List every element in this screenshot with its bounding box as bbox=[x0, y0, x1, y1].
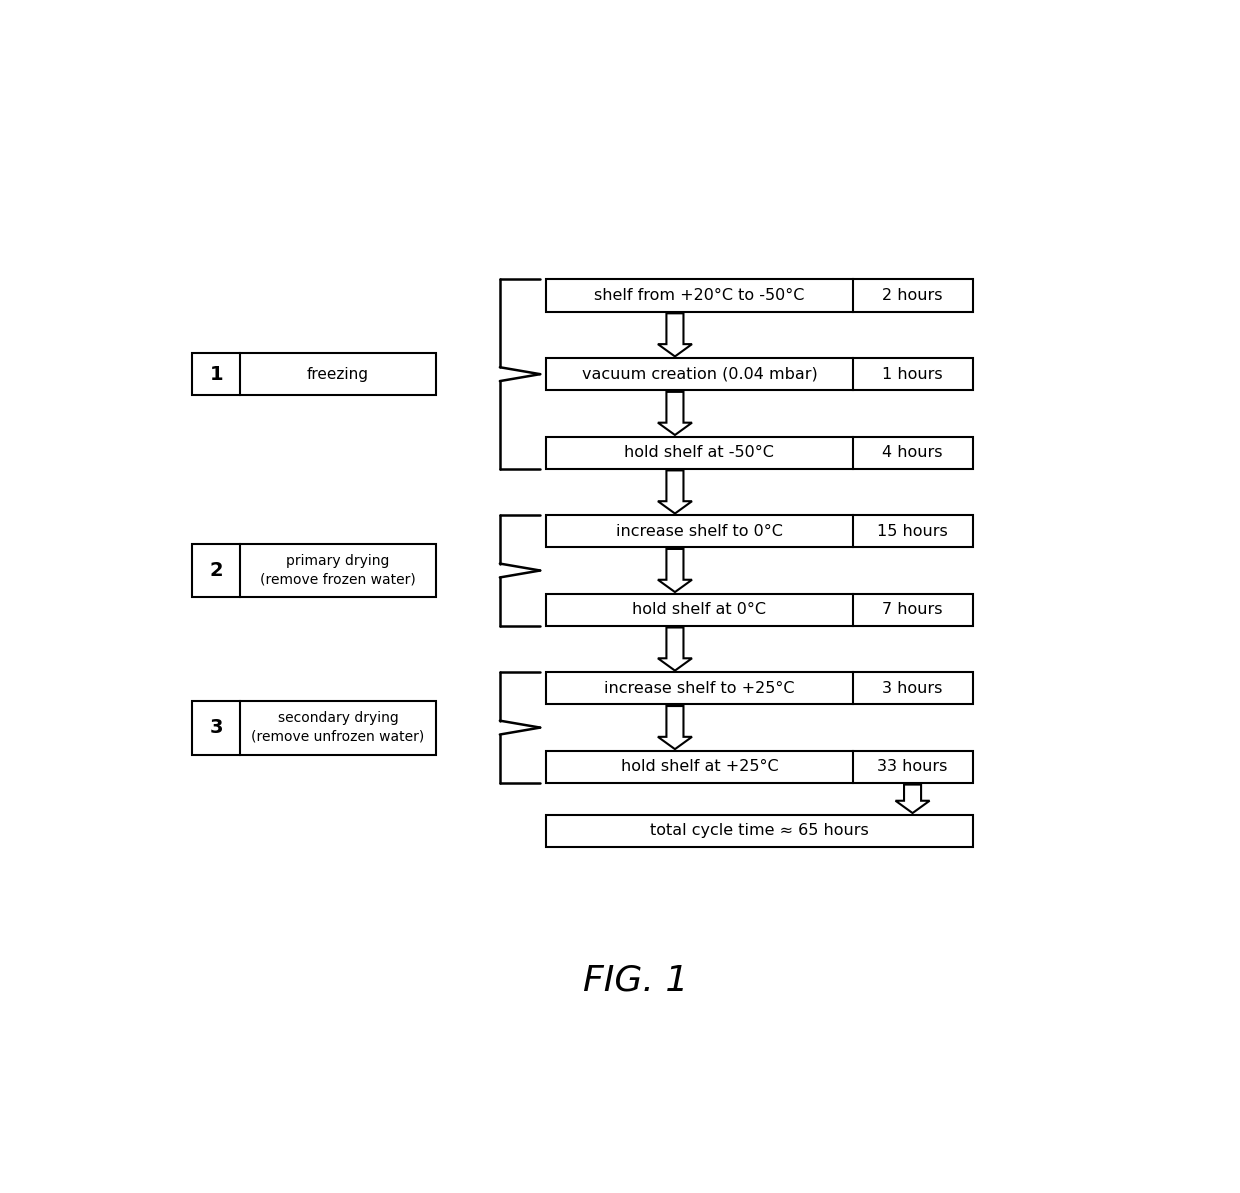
Text: 3 hours: 3 hours bbox=[883, 681, 942, 696]
Text: hold shelf at -50°C: hold shelf at -50°C bbox=[625, 445, 774, 460]
Text: FIG. 1: FIG. 1 bbox=[583, 964, 688, 997]
Text: total cycle time ≈ 65 hours: total cycle time ≈ 65 hours bbox=[650, 823, 869, 839]
FancyBboxPatch shape bbox=[192, 353, 435, 395]
Text: 3: 3 bbox=[210, 718, 223, 737]
FancyBboxPatch shape bbox=[547, 358, 972, 390]
FancyBboxPatch shape bbox=[547, 594, 972, 626]
Text: 1: 1 bbox=[210, 365, 223, 384]
Polygon shape bbox=[658, 706, 692, 749]
Polygon shape bbox=[658, 470, 692, 513]
Text: shelf from +20°C to -50°C: shelf from +20°C to -50°C bbox=[594, 289, 805, 303]
Polygon shape bbox=[658, 549, 692, 592]
Text: 1 hours: 1 hours bbox=[882, 366, 942, 382]
Text: increase shelf to +25°C: increase shelf to +25°C bbox=[604, 681, 795, 696]
FancyBboxPatch shape bbox=[547, 815, 972, 847]
FancyBboxPatch shape bbox=[547, 437, 972, 469]
Text: 2: 2 bbox=[210, 561, 223, 580]
Text: 4 hours: 4 hours bbox=[883, 445, 942, 460]
FancyBboxPatch shape bbox=[192, 700, 435, 754]
Text: 15 hours: 15 hours bbox=[877, 524, 947, 539]
Text: hold shelf at 0°C: hold shelf at 0°C bbox=[632, 602, 766, 617]
Text: increase shelf to 0°C: increase shelf to 0°C bbox=[616, 524, 782, 539]
Text: vacuum creation (0.04 mbar): vacuum creation (0.04 mbar) bbox=[582, 366, 817, 382]
Polygon shape bbox=[658, 314, 692, 357]
Text: 33 hours: 33 hours bbox=[878, 760, 947, 774]
Text: hold shelf at +25°C: hold shelf at +25°C bbox=[621, 760, 779, 774]
FancyBboxPatch shape bbox=[547, 279, 972, 311]
Text: (remove unfrozen water): (remove unfrozen water) bbox=[252, 730, 424, 743]
Polygon shape bbox=[658, 391, 692, 435]
FancyBboxPatch shape bbox=[192, 544, 435, 598]
Text: (remove frozen water): (remove frozen water) bbox=[260, 573, 415, 587]
FancyBboxPatch shape bbox=[547, 515, 972, 548]
Polygon shape bbox=[658, 628, 692, 670]
FancyBboxPatch shape bbox=[547, 750, 972, 783]
FancyBboxPatch shape bbox=[547, 672, 972, 705]
Text: secondary drying: secondary drying bbox=[278, 711, 398, 725]
Text: freezing: freezing bbox=[308, 366, 370, 382]
Text: 2 hours: 2 hours bbox=[883, 289, 942, 303]
Polygon shape bbox=[895, 785, 930, 814]
Text: primary drying: primary drying bbox=[286, 555, 389, 568]
Text: 7 hours: 7 hours bbox=[883, 602, 942, 617]
